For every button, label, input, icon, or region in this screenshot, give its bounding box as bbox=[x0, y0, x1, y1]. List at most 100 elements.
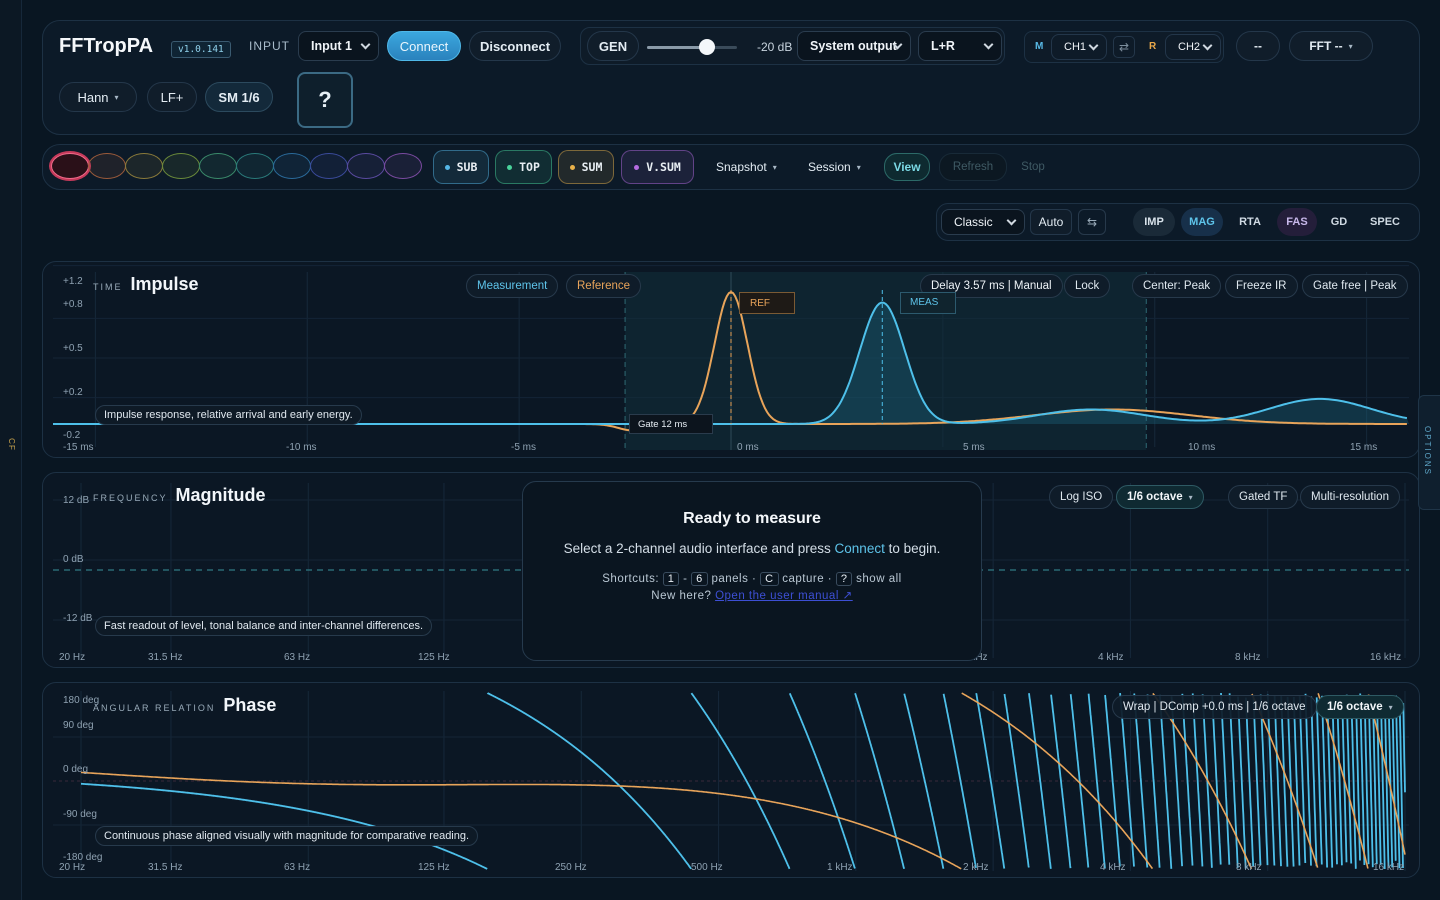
swap-icon: ⇄ bbox=[1118, 40, 1130, 54]
phase-x-tick-label: 500 Hz bbox=[691, 862, 723, 873]
disconnect-button[interactable]: Disconnect bbox=[469, 31, 561, 61]
magnitude-y-tick-label: 12 dB bbox=[63, 495, 90, 506]
memory-slot[interactable] bbox=[51, 153, 89, 179]
phase-x-tick-label: 16 kHz bbox=[1373, 862, 1405, 873]
memory-slot[interactable] bbox=[162, 153, 200, 179]
memory-slot[interactable] bbox=[347, 153, 385, 179]
key-1: 1 bbox=[662, 572, 680, 586]
magnitude-kicker: FREQUENCY bbox=[93, 493, 168, 503]
impulse-y-tick-label: +0.5 bbox=[63, 343, 83, 354]
session-menu-button[interactable]: Session ▾ bbox=[797, 155, 872, 179]
lf-plus-button[interactable]: LF+ bbox=[147, 82, 197, 112]
swap-layout-button[interactable]: ⇆ bbox=[1078, 209, 1106, 235]
chevron-down-icon bbox=[1006, 215, 1017, 226]
caret-down-icon: ▾ bbox=[856, 162, 861, 172]
memory-slot[interactable] bbox=[310, 153, 348, 179]
memory-slot[interactable] bbox=[199, 153, 237, 179]
smoothing-button[interactable]: SM 1/6 bbox=[205, 82, 273, 112]
window-function-button[interactable]: Hann ▾ bbox=[59, 82, 137, 112]
input-select[interactable]: Input 1 bbox=[298, 31, 379, 61]
session-label: Session bbox=[808, 160, 851, 174]
memory-slot[interactable] bbox=[384, 153, 422, 179]
ready-body: Select a 2-channel audio interface and p… bbox=[563, 538, 941, 560]
view-tab-imp[interactable]: IMP bbox=[1133, 208, 1175, 236]
left-edge-bar: CF bbox=[0, 0, 22, 900]
phase-plot[interactable] bbox=[43, 683, 1420, 878]
status-dash-button[interactable]: -- bbox=[1236, 31, 1280, 61]
output-channel-select[interactable]: L+R bbox=[918, 31, 1002, 61]
chevron-down-icon bbox=[983, 39, 994, 50]
impulse-y-tick-label: +0.8 bbox=[63, 299, 83, 310]
channel-2-select[interactable]: CH2 bbox=[1165, 34, 1221, 60]
magnitude-x-tick-label: 63 Hz bbox=[284, 652, 311, 663]
trace-vsum-button[interactable]: V.SUM bbox=[621, 150, 694, 184]
options-side-tab[interactable]: OPTIONS bbox=[1418, 395, 1440, 510]
slider-thumb[interactable] bbox=[699, 39, 715, 55]
layout-select[interactable]: Classic bbox=[941, 209, 1025, 235]
view-tab-fas[interactable]: FAS bbox=[1277, 208, 1317, 236]
measurement-legend-chip[interactable]: Measurement bbox=[466, 274, 559, 298]
trace-sum-button[interactable]: SUM bbox=[558, 150, 614, 184]
channel-1-select[interactable]: CH1 bbox=[1051, 34, 1107, 60]
ready-title: Ready to measure bbox=[683, 510, 821, 527]
lock-button[interactable]: Lock bbox=[1064, 274, 1111, 298]
view-tab-rta[interactable]: RTA bbox=[1239, 216, 1261, 228]
generator-button[interactable]: GEN bbox=[587, 31, 639, 61]
view-button[interactable]: View bbox=[884, 153, 930, 181]
impulse-x-tick-label: -5 ms bbox=[511, 442, 536, 453]
phase-x-tick-label: 250 Hz bbox=[555, 862, 587, 873]
center-peak-button[interactable]: Center: Peak bbox=[1132, 274, 1222, 298]
phase-panel: ANGULAR RELATION Phase 180 deg 90 deg 0 de… bbox=[42, 682, 1420, 878]
reference-phase-curve bbox=[80, 692, 1406, 870]
view-tab-gd[interactable]: GD bbox=[1330, 216, 1348, 228]
generator-level-slider[interactable] bbox=[647, 39, 737, 55]
delay-chip[interactable]: Delay 3.57 ms | Manual bbox=[920, 274, 1063, 298]
output-device-select[interactable]: System output bbox=[797, 31, 911, 61]
generator-group: GEN -20 dB System output L+R bbox=[580, 27, 1005, 65]
phase-wrap-chip[interactable]: Wrap | DComp +0.0 ms | 1/6 octave bbox=[1112, 695, 1317, 719]
magnitude-octave-button[interactable]: 1/6 octave ▾ bbox=[1116, 485, 1204, 509]
new-here-row: New here? Open the user manual ↗ bbox=[523, 588, 981, 602]
log-iso-button[interactable]: Log ISO bbox=[1049, 485, 1114, 509]
view-tab-spec[interactable]: SPEC bbox=[1370, 216, 1400, 228]
shortcut-capture-text: capture · bbox=[782, 573, 833, 585]
help-button[interactable]: ? bbox=[297, 72, 353, 128]
gate-mode-button[interactable]: Gate free | Peak bbox=[1302, 274, 1408, 298]
left-edge-tag: CF bbox=[6, 438, 16, 451]
connect-button[interactable]: Connect bbox=[387, 31, 461, 61]
trace-color-dot bbox=[507, 164, 513, 170]
caret-down-icon: ▾ bbox=[1188, 492, 1193, 502]
freeze-ir-button[interactable]: Freeze IR bbox=[1225, 274, 1298, 298]
measurement-channel-tag: M bbox=[1035, 41, 1044, 52]
multi-resolution-button[interactable]: Multi-resolution bbox=[1300, 485, 1400, 509]
refresh-button[interactable]: Refresh bbox=[939, 153, 1007, 181]
fft-size-button[interactable]: FFT -- ▾ bbox=[1289, 31, 1373, 61]
memory-slot[interactable] bbox=[273, 153, 311, 179]
swap-channels-button[interactable]: ⇄ bbox=[1113, 36, 1135, 58]
snapshot-menu-button[interactable]: Snapshot ▾ bbox=[705, 155, 788, 179]
memory-slot[interactable] bbox=[236, 153, 274, 179]
shortcuts-label: Shortcuts: bbox=[602, 573, 660, 585]
key-6: 6 bbox=[691, 572, 708, 586]
reference-legend-chip[interactable]: Reference bbox=[566, 274, 642, 298]
magnitude-x-tick-label: 8 kHz bbox=[1235, 652, 1261, 663]
input-select-value: Input 1 bbox=[311, 39, 352, 53]
input-label: INPUT bbox=[249, 39, 290, 53]
ready-connect-word[interactable]: Connect bbox=[834, 541, 885, 556]
auto-button[interactable]: Auto bbox=[1030, 209, 1072, 235]
memory-slot[interactable] bbox=[125, 153, 163, 179]
phase-octave-button[interactable]: 1/6 octave ▾ bbox=[1316, 695, 1404, 719]
user-manual-link[interactable]: Open the user manual ↗ bbox=[715, 590, 853, 602]
impulse-description: Impulse response, relative arrival and e… bbox=[95, 405, 362, 425]
stop-button[interactable]: Stop bbox=[1021, 161, 1045, 173]
trace-sub-button[interactable]: SUB bbox=[433, 150, 489, 184]
gate-length-tag[interactable]: Gate 12 ms bbox=[629, 414, 713, 434]
version-badge: v1.0.141 bbox=[171, 41, 231, 58]
fft-size-label: FFT -- bbox=[1309, 39, 1343, 53]
output-device-value: System output bbox=[810, 39, 897, 53]
gated-tf-button[interactable]: Gated TF bbox=[1228, 485, 1299, 509]
view-tab-mag[interactable]: MAG bbox=[1181, 208, 1223, 236]
trace-color-dot bbox=[444, 164, 450, 170]
trace-top-button[interactable]: TOP bbox=[495, 150, 552, 184]
memory-slot[interactable] bbox=[88, 153, 126, 179]
